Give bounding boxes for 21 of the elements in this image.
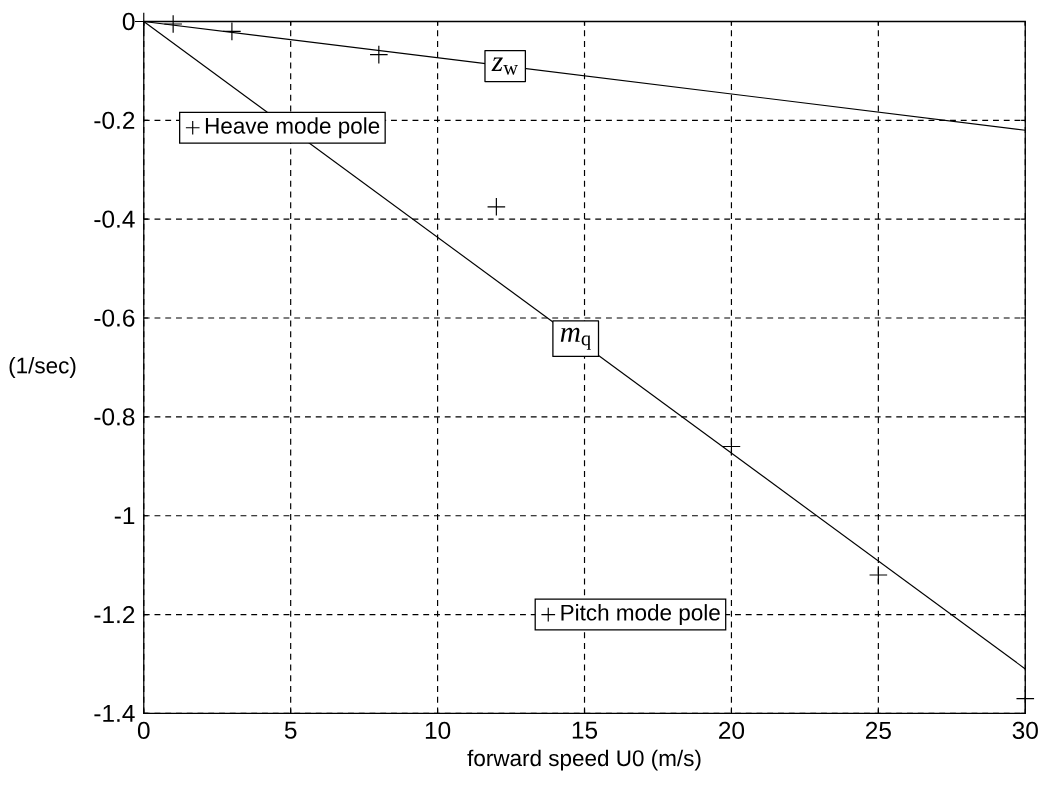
legend-label: Heave mode pole [205, 117, 380, 139]
x-tick-label: 5 [284, 722, 297, 740]
x-tick-label: 15 [572, 722, 598, 740]
y-tick-label: -0.4 [94, 210, 135, 229]
y-axis-title: (1/sec) [9, 357, 76, 379]
y-tick-label: -1.4 [94, 705, 135, 723]
x-tick-label: 25 [865, 722, 891, 740]
series-label: m$_{q}$ [560, 328, 591, 350]
y-tick-label: -1 [114, 507, 135, 525]
y-tick-label: -1.2 [94, 606, 135, 624]
legend-label: Pitch mode pole [561, 604, 720, 626]
y-tick-label: -0.6 [94, 309, 135, 327]
y-tick-label: -0.8 [94, 408, 135, 426]
x-tick-label: 30 [1012, 722, 1038, 740]
x-tick-label: 10 [425, 722, 451, 740]
x-tick-label: 20 [719, 722, 745, 740]
x-axis-title: forward speed U0 (m/s) [467, 749, 701, 771]
y-tick-label: 0 [122, 13, 135, 31]
x-tick-label: 0 [137, 722, 150, 740]
y-tick-label: -0.2 [94, 111, 135, 130]
series-label: z$_{w}$ [491, 57, 518, 75]
